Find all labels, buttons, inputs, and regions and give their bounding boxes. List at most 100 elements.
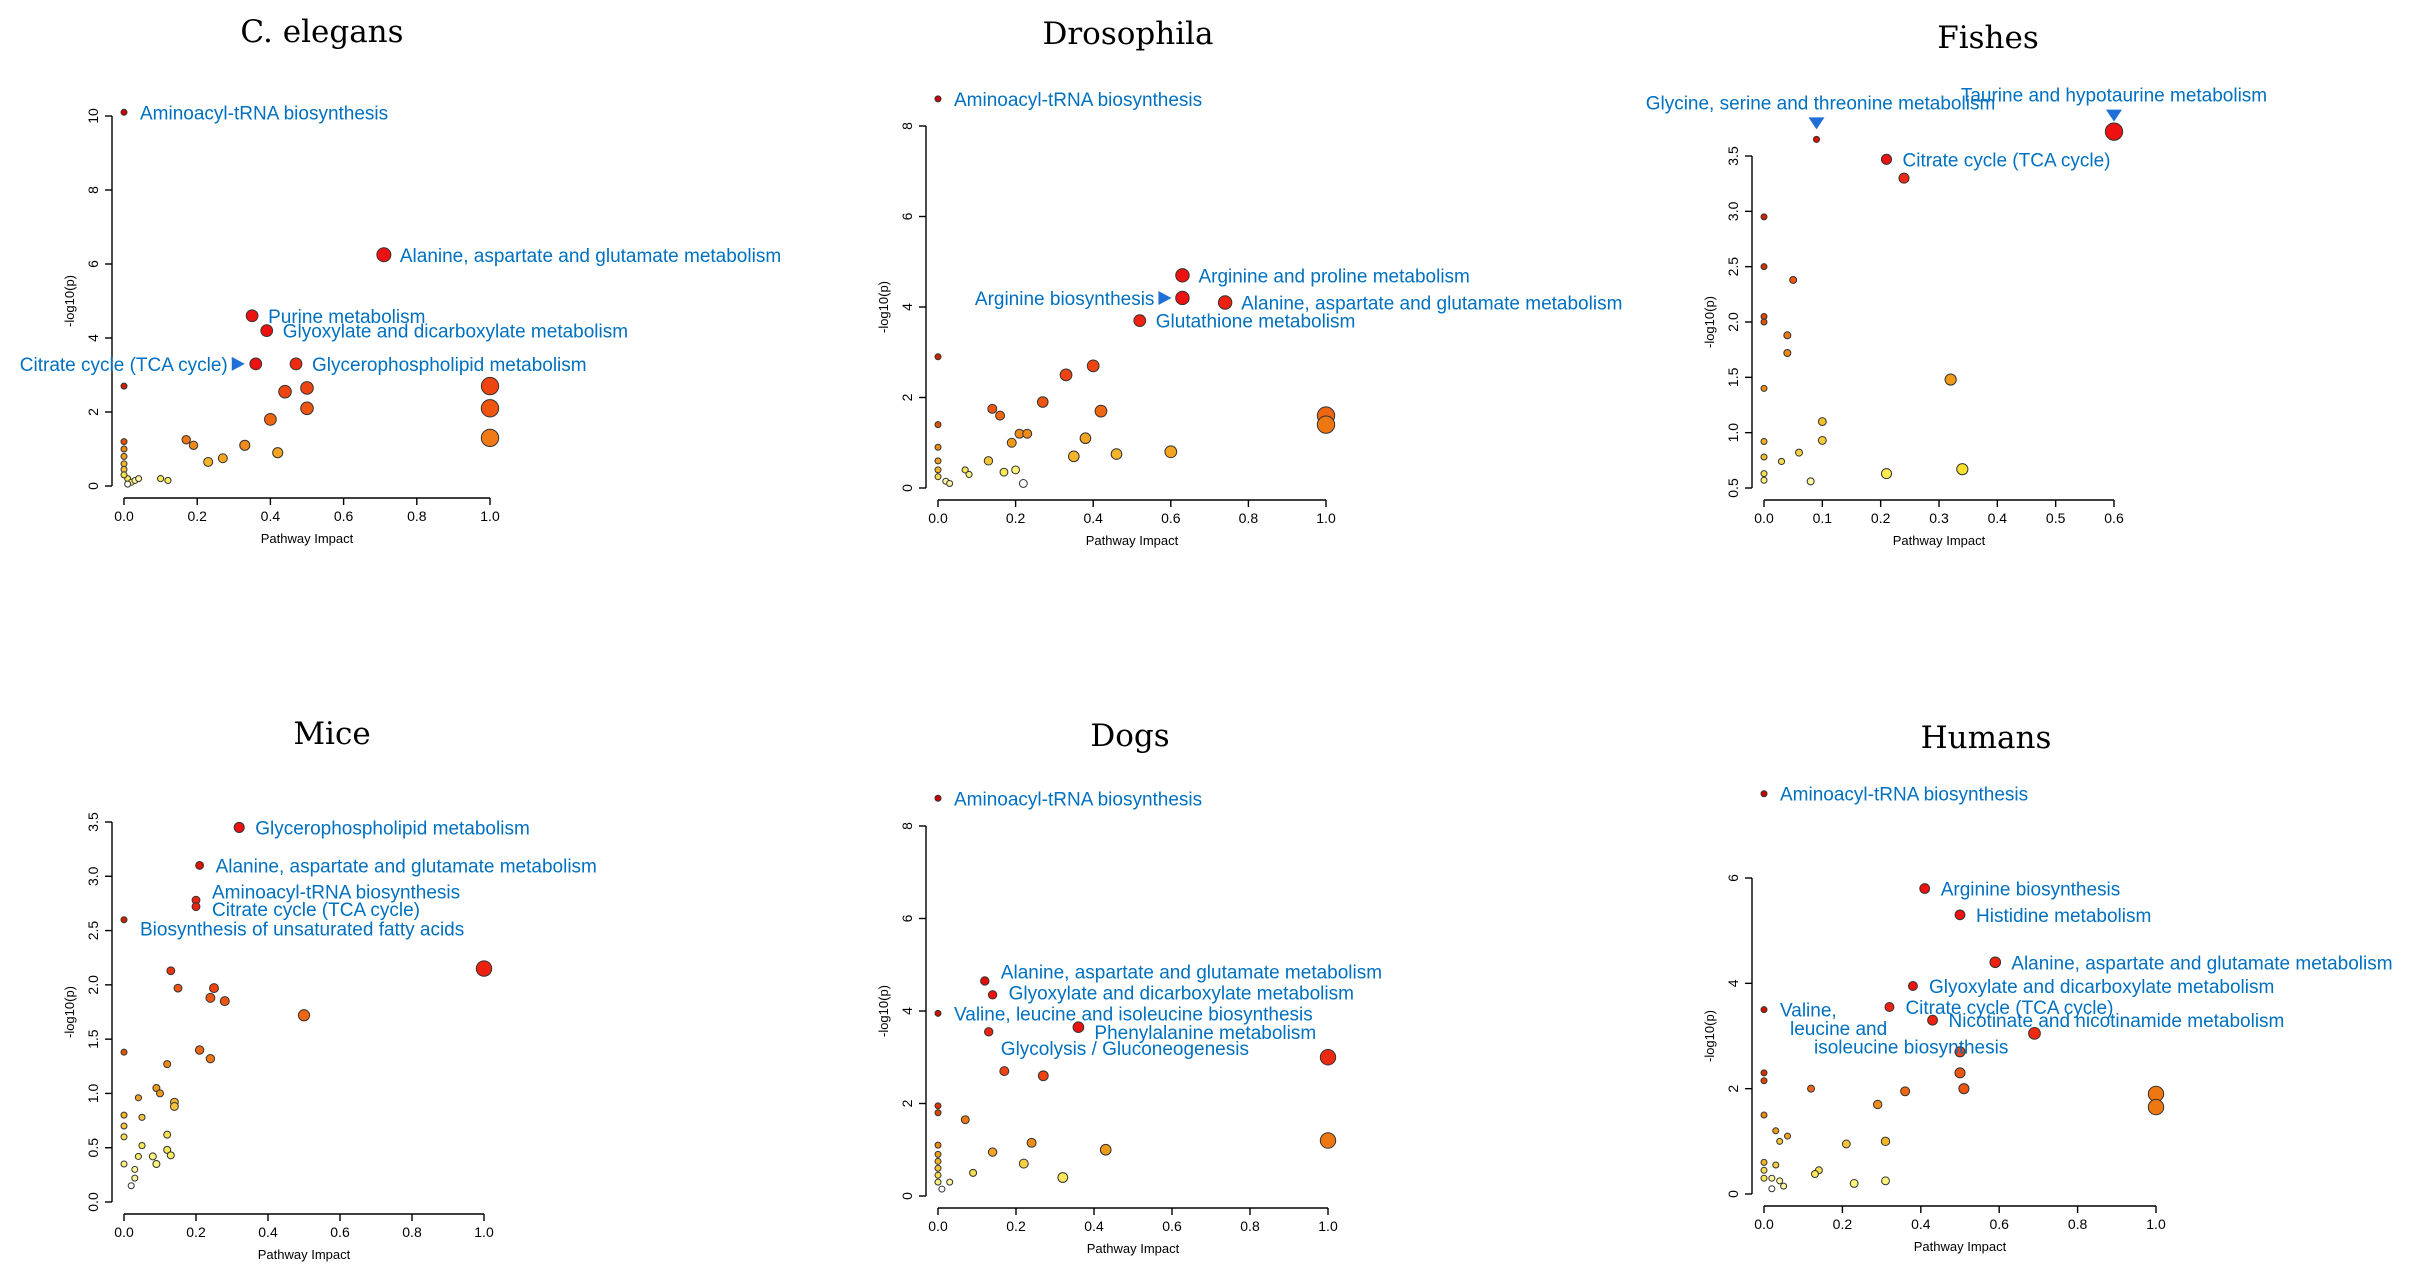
data-point [169,1102,179,1111]
data-point [1760,453,1768,461]
x-tick-label: 0.0 [928,1218,948,1234]
x-tick-label: 0.4 [1083,510,1103,526]
data-point [120,916,128,924]
data-point [946,479,954,487]
data-point [1011,465,1021,475]
x-axis-title: Pathway Impact [261,531,354,546]
data-point [1907,980,1918,991]
y-tick-label: 0 [899,1192,915,1200]
data-point [934,1009,942,1017]
y-tick-label: 4 [899,303,915,311]
x-tick-label: 0.2 [1871,510,1891,526]
y-tick-label: 8 [85,186,101,194]
data-point [934,443,942,451]
pathway-label: Aminoacyl-tRNA biosynthesis [954,789,1202,810]
x-tick-label: 0.1 [1813,510,1833,526]
data-point [1036,396,1049,408]
data-point [1316,415,1336,434]
data-point [163,1060,172,1069]
pathway-label: Glutathione metabolism [1156,312,1356,333]
data-point [1057,1172,1069,1183]
data-point [1760,1158,1768,1166]
y-axis-title: -log10(p) [62,275,77,327]
data-point [1760,384,1768,392]
data-point [120,1111,128,1119]
data-point [1958,1083,1970,1095]
y-axis-title: -log10(p) [876,985,891,1037]
data-point [1760,318,1768,326]
data-point [1760,1006,1768,1014]
arrow-icon [1808,117,1825,130]
pathway-label: Citrate cycle (TCA cycle) [20,355,228,376]
x-tick-label: 0.8 [1240,1218,1260,1234]
data-point [1760,1166,1768,1174]
y-tick-label: 10 [85,108,101,124]
data-point [980,976,990,986]
data-point [1217,295,1233,310]
data-point [1059,368,1073,382]
x-tick-label: 0.2 [1006,1218,1026,1234]
data-point [188,440,199,450]
panel-3: Mice 0.0 0.2 0.4 0.6 0.8 1.0 0.0 0.5 1.0 1.5 2.0 2.5… [62,716,597,1262]
data-point [934,1157,942,1165]
data-point [999,467,1009,477]
data-point [163,1145,172,1154]
pathway-label: Glyoxylate and dicarboxylate metabolism [1009,984,1354,1005]
data-point [1919,883,1931,894]
data-point [120,1133,128,1141]
data-point [2104,122,2124,141]
y-tick-label: 1.5 [1725,367,1741,387]
x-tick-label: 0.2 [187,508,207,524]
data-point [965,470,973,479]
x-tick-label: 0.6 [334,508,354,524]
pathway-label: Aminoacyl-tRNA biosynthesis [140,103,388,124]
pathway-label: Biosynthesis of unsaturated fatty acids [140,919,464,940]
y-tick-label: 6 [899,212,915,220]
data-point [1760,470,1768,478]
data-point [264,413,277,426]
pathway-label: isoleucine biosynthesis [1814,1038,2008,1059]
data-point [1018,1158,1029,1169]
x-tick-label: 0.0 [928,510,948,526]
pathway-label: Alanine, aspartate and glutamate metabol… [216,856,597,877]
data-point [205,992,216,1003]
data-point [934,95,942,103]
data-point [934,466,942,474]
data-point [1954,1046,1966,1058]
data-point [1760,213,1768,221]
data-point [1760,438,1768,446]
data-point [999,1066,1010,1077]
y-tick-label: 0.0 [85,1192,101,1212]
panel-2: Fishes 0.0 0.1 0.2 0.3 0.4 0.5 0.6 0.5 1.0 1.5 2.0 2… [1646,20,2267,548]
data-point [217,453,228,464]
data-point [480,428,500,448]
y-tick-label: 0.5 [1725,478,1741,498]
arrow-icon [2106,109,2122,122]
y-tick-label: 2.5 [85,921,101,941]
data-point [134,1152,142,1160]
panel-title: C. elegans [240,14,403,50]
data-point [1900,1086,1911,1097]
x-tick-label: 0.5 [2046,510,2066,526]
data-point [1768,1185,1776,1193]
data-point [475,960,493,977]
data-point [1956,463,1969,476]
x-tick-label: 0.2 [1006,510,1026,526]
x-tick-label: 1.0 [1318,1218,1338,1234]
pathway-label: Glycerophospholipid metabolism [255,818,530,839]
data-point [480,376,500,396]
data-point [120,108,128,116]
data-point [272,447,284,459]
data-point [934,353,942,361]
data-point [934,1164,942,1172]
pathway-label: Citrate cycle (TCA cycle) [1905,998,2113,1019]
data-point [1772,1127,1780,1135]
y-tick-label: 2.5 [1725,257,1741,277]
data-point [934,473,942,481]
data-point [124,480,132,488]
data-point [157,475,165,483]
data-point [181,435,191,445]
y-tick-label: 3.0 [1725,201,1741,221]
data-point [1807,1084,1816,1093]
